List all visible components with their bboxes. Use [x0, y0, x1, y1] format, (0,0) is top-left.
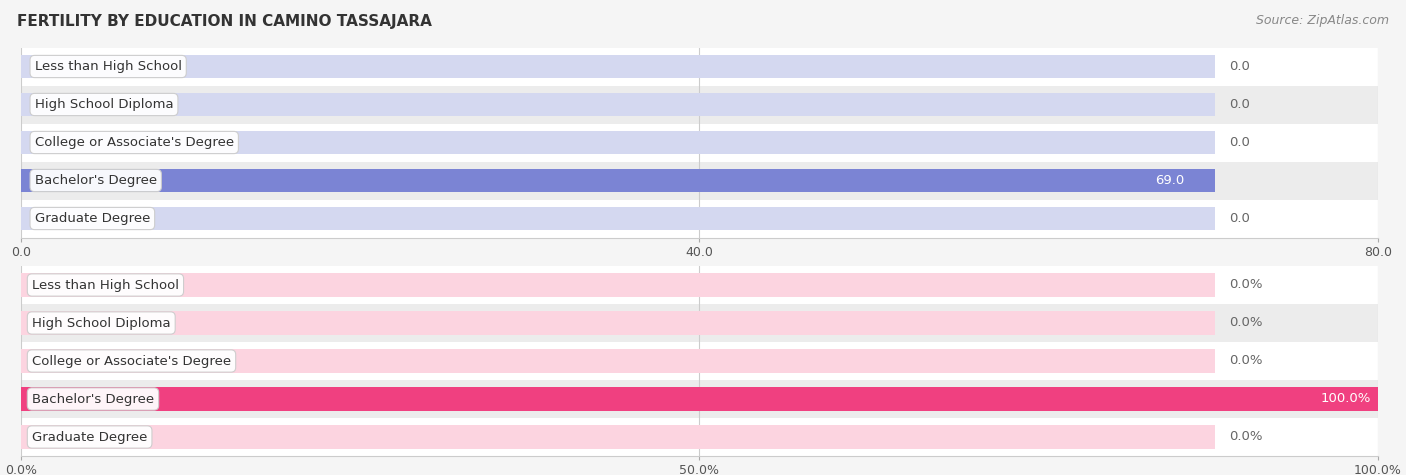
Text: 100.0%: 100.0%: [1320, 392, 1371, 406]
Text: 0.0: 0.0: [1229, 136, 1250, 149]
Text: High School Diploma: High School Diploma: [35, 98, 173, 111]
Bar: [21, 169, 1191, 192]
Bar: [21, 55, 1215, 78]
Text: 69.0: 69.0: [1156, 174, 1184, 187]
Bar: [21, 342, 1378, 380]
Bar: [21, 207, 1215, 230]
Bar: [21, 387, 1215, 411]
Bar: [21, 418, 1378, 456]
Text: College or Associate's Degree: College or Associate's Degree: [35, 136, 233, 149]
Bar: [21, 169, 1215, 192]
Bar: [21, 273, 1215, 297]
Text: Bachelor's Degree: Bachelor's Degree: [35, 174, 157, 187]
Text: FERTILITY BY EDUCATION IN CAMINO TASSAJARA: FERTILITY BY EDUCATION IN CAMINO TASSAJA…: [17, 14, 432, 29]
Bar: [21, 86, 1378, 124]
Text: 0.0: 0.0: [1229, 212, 1250, 225]
Text: 0.0: 0.0: [1229, 60, 1250, 73]
Text: 0.0: 0.0: [1229, 98, 1250, 111]
Bar: [21, 425, 1215, 449]
Text: Graduate Degree: Graduate Degree: [32, 430, 148, 444]
Text: College or Associate's Degree: College or Associate's Degree: [32, 354, 231, 368]
Text: 0.0%: 0.0%: [1229, 278, 1263, 292]
Bar: [21, 200, 1378, 238]
Text: 0.0%: 0.0%: [1229, 354, 1263, 368]
Text: Source: ZipAtlas.com: Source: ZipAtlas.com: [1256, 14, 1389, 27]
Bar: [21, 124, 1378, 162]
Text: Less than High School: Less than High School: [35, 60, 181, 73]
Bar: [21, 380, 1378, 418]
Text: Less than High School: Less than High School: [32, 278, 179, 292]
Bar: [21, 266, 1378, 304]
Bar: [21, 162, 1378, 199]
Text: High School Diploma: High School Diploma: [32, 316, 170, 330]
Bar: [21, 311, 1215, 335]
Text: Bachelor's Degree: Bachelor's Degree: [32, 392, 155, 406]
Bar: [21, 349, 1215, 373]
Text: 0.0%: 0.0%: [1229, 430, 1263, 444]
Bar: [21, 93, 1215, 116]
Bar: [21, 131, 1215, 154]
Bar: [21, 48, 1378, 86]
Text: 0.0%: 0.0%: [1229, 316, 1263, 330]
Bar: [21, 387, 1378, 411]
Text: Graduate Degree: Graduate Degree: [35, 212, 150, 225]
Bar: [21, 304, 1378, 342]
